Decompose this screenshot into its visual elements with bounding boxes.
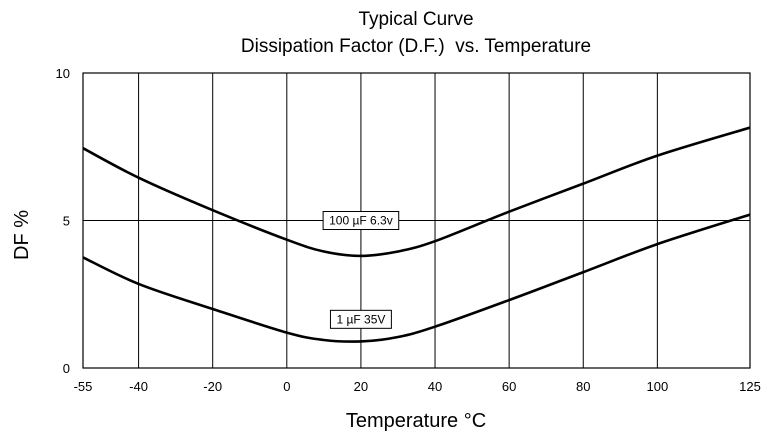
plot-border (82, 72, 751, 369)
x-tick-label: -20 (203, 379, 222, 394)
chart-subtitle: Dissipation Factor (D.F.) vs. Temperatur… (241, 36, 591, 57)
series-line-1 (82, 213, 751, 343)
y-tick-label: 5 (63, 214, 70, 229)
series-label-text: 1 µF 35V (336, 312, 385, 326)
x-tick-label: 60 (502, 379, 516, 394)
grid-lines (83, 73, 750, 368)
x-tick-label: 80 (576, 379, 590, 394)
series-label-0: 100 µF 6.3v (322, 211, 400, 230)
series-line-0 (82, 126, 751, 258)
y-axis-label: DF % (11, 210, 33, 260)
series-label-1: 1 µF 35V (329, 309, 392, 329)
x-tick-label: 0 (283, 379, 290, 394)
series-label-text: 100 µF 6.3v (329, 214, 393, 228)
plot-frame (82, 72, 751, 369)
chart-title: Typical Curve (358, 9, 473, 30)
x-axis-label: Temperature °C (346, 410, 486, 432)
tick-labels: -55 -40 -20 0 20 40 60 80 100 125 0 5 10 (56, 66, 761, 394)
x-tick-label: 100 (647, 379, 669, 394)
x-tick-label: -55 (74, 379, 93, 394)
series-label-box (329, 309, 392, 329)
series-label-box (322, 211, 400, 230)
x-tick-label: 20 (354, 379, 368, 394)
x-tick-label: 40 (428, 379, 442, 394)
y-tick-label: 0 (63, 361, 70, 376)
x-tick-label: 125 (739, 379, 761, 394)
series-layer: 100 µF 6.3v 1 µF 35V (82, 126, 751, 343)
x-tick-label: -40 (129, 379, 148, 394)
y-tick-label: 10 (56, 66, 70, 81)
